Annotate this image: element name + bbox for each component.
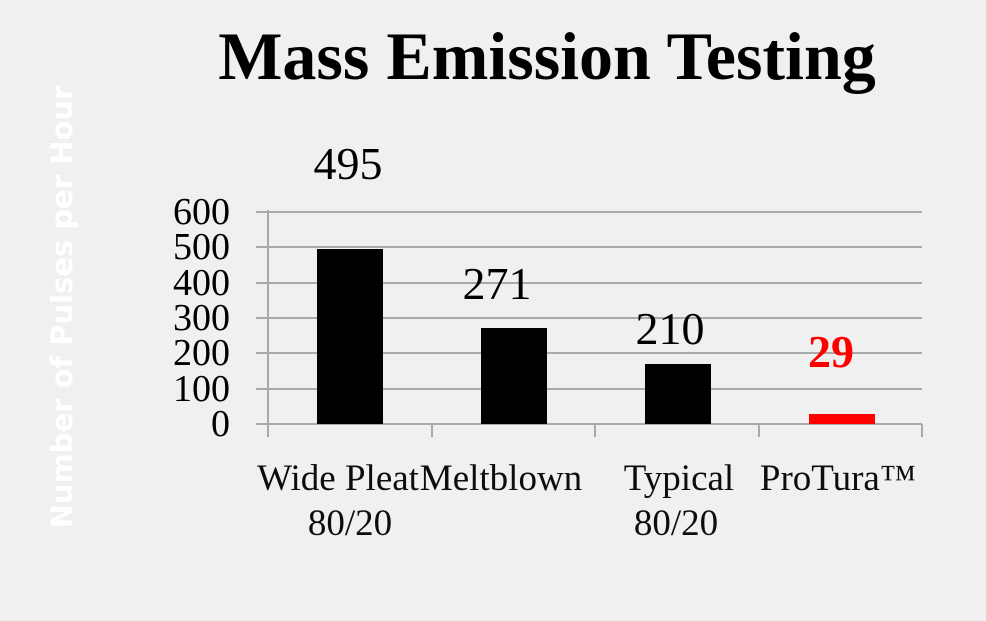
- bar-meltblown: [480, 328, 547, 424]
- category-label-wide-pleat-80-20-line2: 80/20: [307, 503, 393, 544]
- bar-wide-pleat-80-20: [317, 249, 383, 424]
- x-axis-tick-1: [430, 424, 433, 437]
- category-label-typical-80-20-line2: 80/20: [633, 503, 719, 544]
- category-label-wide-pleat-80-20: Wide Pleat: [257, 458, 419, 499]
- y-tick-label-600: 600: [173, 191, 230, 233]
- category-label-protura: ProTura™: [759, 458, 917, 499]
- y-tick-label-400: 400: [173, 262, 230, 304]
- y-tick-label-300: 300: [173, 297, 230, 339]
- data-label-wide-pleat-80-20: 495: [313, 138, 383, 189]
- x-axis-tick-3: [757, 424, 760, 437]
- x-axis-tick-4: [921, 424, 923, 437]
- data-label-meltblown: 271: [462, 258, 532, 309]
- x-axis-tick-0: [267, 424, 269, 437]
- gridline-500: [256, 246, 922, 248]
- y-tick-label-500: 500: [173, 226, 230, 268]
- gridline-0: [256, 423, 922, 425]
- y-tick-label-100: 100: [173, 368, 230, 410]
- y-axis-line: [267, 210, 269, 437]
- gridline-100: [256, 388, 922, 390]
- data-label-protura: 29: [808, 326, 854, 377]
- data-label-typical-80-20: 210: [635, 303, 705, 354]
- y-tick-label-0: 0: [211, 403, 230, 445]
- category-label-meltblown: Meltblown: [419, 458, 583, 499]
- bar-typical-80-20: [644, 363, 711, 424]
- chart-title: Mass Emission Testing: [218, 18, 876, 94]
- category-label-typical-80-20: Typical: [623, 458, 735, 499]
- gridline-600: [256, 211, 922, 213]
- gridline-300: [256, 317, 922, 319]
- x-axis-tick-2: [594, 424, 596, 437]
- y-axis-title: Number of Pulses per Hour: [45, 85, 79, 529]
- bar-protura: [808, 413, 875, 424]
- gridline-400: [256, 282, 922, 284]
- gridline-200: [256, 352, 922, 354]
- y-tick-label-200: 200: [173, 332, 230, 374]
